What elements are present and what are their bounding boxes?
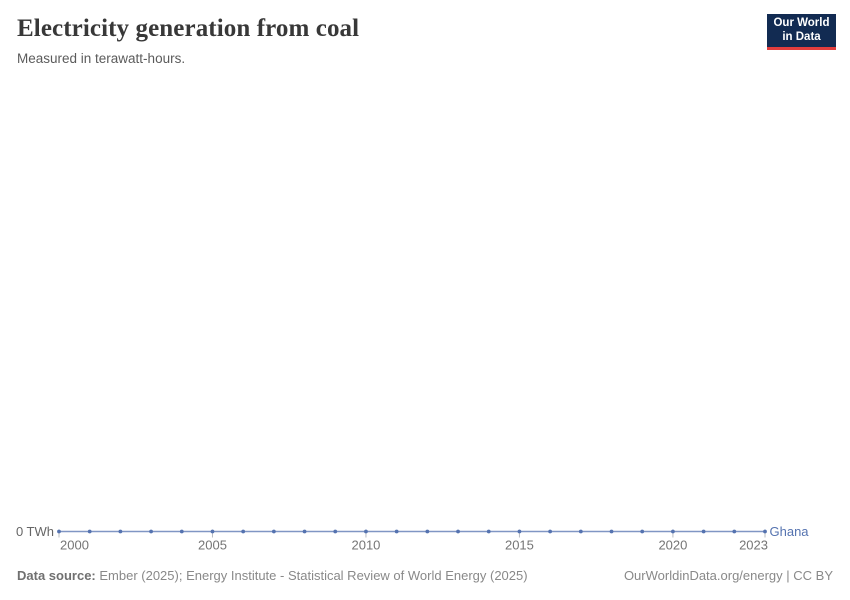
data-source-text: Ember (2025); Energy Institute - Statist… bbox=[95, 568, 528, 583]
data-point bbox=[732, 529, 737, 534]
chart-subtitle: Measured in terawatt-hours. bbox=[17, 51, 186, 66]
data-source-note: Data source: Ember (2025); Energy Instit… bbox=[17, 568, 528, 584]
x-axis-tick-label: 2020 bbox=[658, 538, 687, 553]
data-point bbox=[578, 529, 583, 534]
x-axis-tick-label: 2015 bbox=[505, 538, 534, 553]
data-point bbox=[364, 529, 368, 534]
data-point bbox=[302, 529, 307, 534]
data-point bbox=[57, 529, 61, 534]
attribution-link[interactable]: OurWorldinData.org/energy | CC BY bbox=[623, 568, 833, 583]
data-point bbox=[333, 529, 338, 534]
data-point bbox=[425, 529, 430, 534]
data-point bbox=[763, 529, 767, 534]
data-point bbox=[548, 529, 553, 534]
x-axis-tick-label: 2023 bbox=[739, 538, 768, 553]
data-point bbox=[210, 529, 215, 534]
data-point bbox=[640, 529, 645, 534]
series-label-ghana: Ghana bbox=[770, 524, 810, 539]
data-point bbox=[456, 529, 460, 534]
data-point bbox=[486, 529, 491, 534]
owid-logo[interactable]: Our World in Data bbox=[767, 14, 836, 50]
data-point bbox=[118, 529, 123, 534]
data-source-label: Data source: bbox=[17, 568, 96, 583]
owid-logo-line1: Our World bbox=[773, 17, 830, 29]
data-point bbox=[241, 529, 246, 534]
x-axis-tick-label: 2005 bbox=[198, 538, 227, 553]
data-point bbox=[179, 529, 184, 534]
owid-logo-line2: in Data bbox=[782, 30, 821, 43]
data-point bbox=[394, 529, 399, 534]
y-axis-tick-label: 0 TWh bbox=[16, 524, 54, 539]
data-point bbox=[271, 529, 276, 534]
chart-title: Electricity generation from coal bbox=[17, 15, 360, 42]
x-axis-tick-label: 2000 bbox=[60, 538, 89, 553]
data-point bbox=[701, 529, 706, 534]
chart-footer: Data source: Ember (2025); Energy Instit… bbox=[17, 568, 833, 584]
data-point bbox=[517, 529, 522, 534]
data-point bbox=[149, 529, 153, 534]
chart-header: Electricity generation from coal Measure… bbox=[17, 14, 747, 67]
data-point bbox=[671, 529, 675, 534]
data-point bbox=[609, 529, 614, 534]
data-point bbox=[87, 529, 92, 534]
x-axis-tick-label: 2010 bbox=[351, 538, 380, 553]
